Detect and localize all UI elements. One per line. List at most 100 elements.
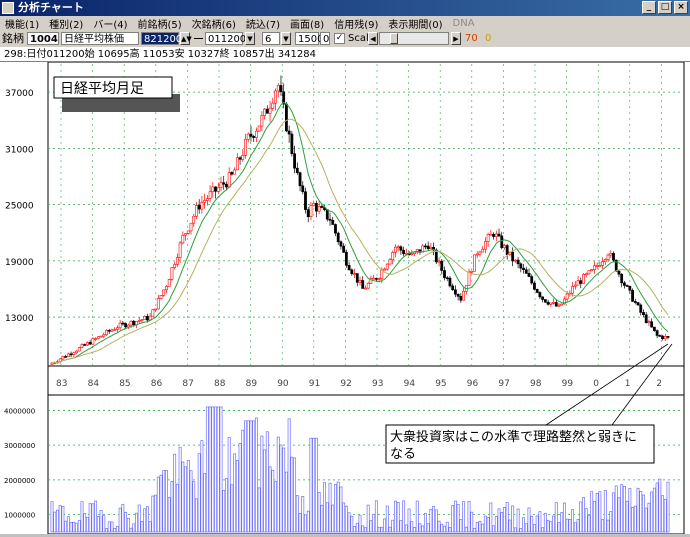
- volume-bar: [246, 420, 250, 533]
- candle-body: [290, 133, 294, 154]
- year-tick-label: 88: [214, 379, 226, 389]
- scroll-thumb[interactable]: [390, 33, 398, 44]
- scroll-right-button[interactable]: ▶: [451, 32, 461, 45]
- volume-field[interactable]: 821200: [141, 32, 182, 45]
- volume-bar: [107, 521, 111, 533]
- annotation-box: [385, 424, 655, 464]
- candle-body: [620, 273, 624, 284]
- menu-bar[interactable]: バー(4): [93, 20, 128, 31]
- candle-body: [489, 233, 493, 236]
- volume-bar: [628, 488, 632, 533]
- date-field[interactable]: 011200: [205, 32, 246, 45]
- volume-tick-label: 4000000: [4, 407, 35, 415]
- scroll-left-button[interactable]: ◀: [368, 32, 378, 45]
- year-tick-label: 95: [435, 379, 446, 389]
- menu-prev-symbol[interactable]: 前銘柄(5): [137, 20, 182, 31]
- menu-margin[interactable]: 信用残(9): [334, 20, 379, 31]
- candle-body: [440, 260, 444, 271]
- candle-body: [549, 302, 553, 305]
- volume-bar: [290, 456, 294, 533]
- num1-spin[interactable]: ▼: [281, 32, 291, 45]
- volume-bar: [69, 521, 73, 533]
- volume-bar: [205, 406, 209, 533]
- volume-bar: [61, 505, 65, 533]
- volume-bar: [478, 520, 482, 533]
- volume-spin[interactable]: ▲▼: [180, 32, 192, 45]
- code-input[interactable]: 1004: [27, 32, 59, 45]
- volume-bar: [58, 505, 62, 533]
- volume-bar: [423, 513, 427, 533]
- volume-bar: [235, 460, 239, 533]
- date-dropdown[interactable]: ▼: [245, 32, 255, 45]
- candle-body: [483, 241, 487, 250]
- volume-bar: [260, 435, 264, 533]
- menu-next-symbol[interactable]: 次銘柄(6): [191, 20, 236, 31]
- volume-bar: [257, 487, 261, 533]
- candle-body: [587, 270, 591, 275]
- num2-field[interactable]: 1500: [295, 32, 323, 45]
- minimize-button[interactable]: _: [642, 1, 656, 14]
- volume-bar: [473, 527, 476, 533]
- volume-bar: [208, 406, 212, 533]
- scale-checkbox[interactable]: ✓: [334, 33, 345, 44]
- candle-body: [167, 279, 171, 287]
- candle-body: [595, 265, 599, 267]
- volume-bar: [159, 474, 163, 533]
- volume-bar: [254, 417, 258, 533]
- volume-bar: [173, 453, 177, 533]
- volume-bar: [372, 513, 376, 533]
- volume-bar: [135, 512, 138, 533]
- volume-bar: [592, 501, 596, 533]
- candle-body: [121, 322, 125, 325]
- candle-body: [312, 203, 316, 207]
- volume-bar: [464, 526, 468, 533]
- maximize-button[interactable]: □: [658, 1, 672, 14]
- candle-body: [557, 304, 561, 307]
- symbol-name-field[interactable]: 日経平均株価: [61, 32, 139, 45]
- volume-bar: [552, 515, 555, 533]
- annotation-line-1: 大衆投資家はこの水準で理路整然と弱きに: [390, 429, 637, 445]
- annotation-pointer-2: [611, 343, 673, 426]
- candle-body: [492, 233, 495, 237]
- menu-screen[interactable]: 画面(8): [290, 20, 325, 31]
- candle-body: [268, 107, 272, 114]
- candle-body: [118, 322, 122, 329]
- candle-body: [222, 182, 226, 185]
- year-tick-label: 84: [88, 379, 100, 389]
- indicator-a: 70: [465, 33, 478, 44]
- menu-load[interactable]: 読込(7): [245, 20, 281, 31]
- volume-bar: [663, 498, 667, 533]
- volume-bar: [429, 508, 433, 533]
- year-tick-label: 86: [151, 379, 163, 389]
- candle-body: [454, 289, 457, 295]
- volume-bar: [666, 481, 670, 533]
- candle-body: [309, 205, 313, 217]
- menu-type[interactable]: 種別(2): [49, 20, 84, 31]
- candle-body: [350, 269, 354, 275]
- candle-body: [361, 280, 365, 289]
- candle-body: [663, 336, 667, 340]
- candle-body: [219, 182, 223, 188]
- candle-body: [271, 102, 275, 109]
- volume-bar: [121, 503, 125, 533]
- volume-bar: [418, 523, 422, 533]
- candle-body: [639, 304, 643, 313]
- candle-body: [86, 342, 89, 346]
- candle-body: [451, 285, 455, 291]
- volume-bar: [582, 497, 585, 533]
- menu-display-period[interactable]: 表示期間(0): [388, 20, 443, 31]
- scroll-track[interactable]: [379, 32, 449, 45]
- volume-bar: [399, 520, 403, 533]
- candle-body: [96, 336, 100, 339]
- candle-body: [72, 352, 76, 355]
- candle-body: [151, 309, 155, 317]
- menu-function[interactable]: 機能(1): [5, 20, 40, 31]
- num1-field[interactable]: 6: [262, 32, 280, 45]
- candle-body: [364, 287, 367, 290]
- volume-bar: [170, 481, 174, 533]
- num3-field[interactable]: 0: [320, 32, 330, 45]
- close-button[interactable]: ×: [674, 1, 688, 14]
- candle-body: [279, 85, 283, 93]
- volume-bar: [197, 453, 201, 533]
- year-tick-label: 96: [467, 379, 479, 389]
